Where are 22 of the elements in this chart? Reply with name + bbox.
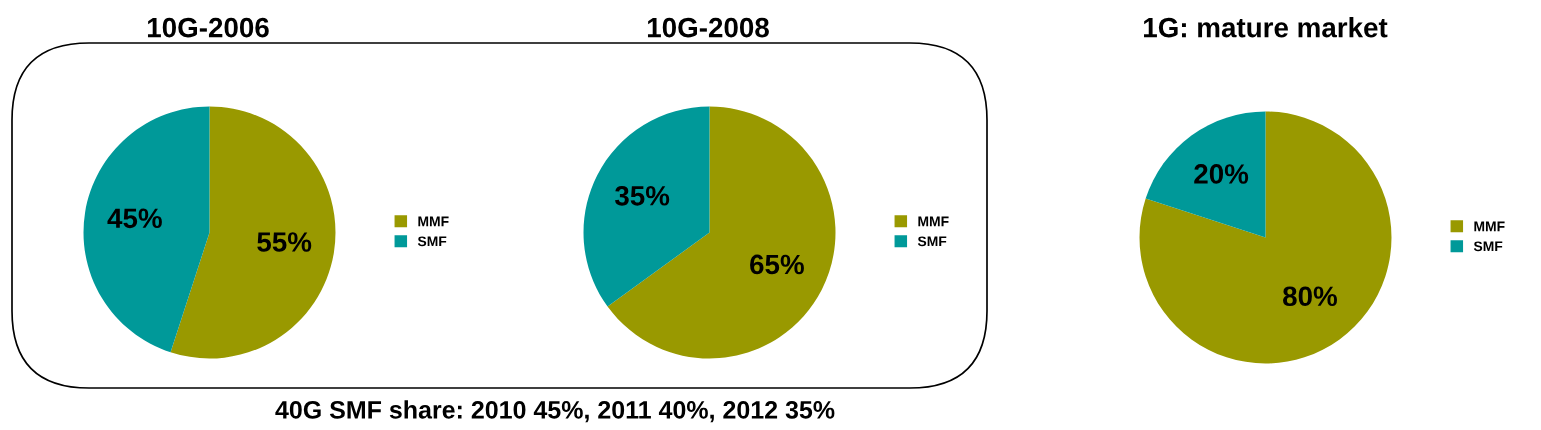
data-label: 55% bbox=[257, 232, 312, 252]
legend-label: SMF bbox=[917, 236, 947, 247]
text: 40G SMF share: 2010 45%, 2011 40%, 2012 35% bbox=[275, 400, 835, 423]
pie-slice bbox=[1145, 111, 1266, 238]
data-label: 35% bbox=[614, 185, 670, 206]
data-label: 20% bbox=[1194, 164, 1249, 184]
pie-slice bbox=[170, 106, 336, 359]
data-label: 80% bbox=[1283, 286, 1337, 307]
legend-label: MMF bbox=[1474, 221, 1505, 232]
legend-label: SMF bbox=[417, 236, 447, 247]
pie-slice bbox=[83, 106, 210, 353]
legend-label: MMF bbox=[918, 216, 949, 227]
legend-label: SMF bbox=[1473, 241, 1503, 252]
pie-slice bbox=[1139, 111, 1392, 364]
legend-label: MMF bbox=[418, 216, 449, 227]
chart-title: 1G: mature market bbox=[1144, 17, 1388, 38]
chart-title: 10G-2008 bbox=[647, 17, 769, 38]
pie-slice bbox=[607, 106, 836, 359]
data-label: 65% bbox=[750, 254, 804, 275]
pie-slice bbox=[583, 106, 710, 307]
data-label: 45% bbox=[107, 208, 162, 229]
chart-title: 10G-2006 bbox=[147, 17, 269, 38]
